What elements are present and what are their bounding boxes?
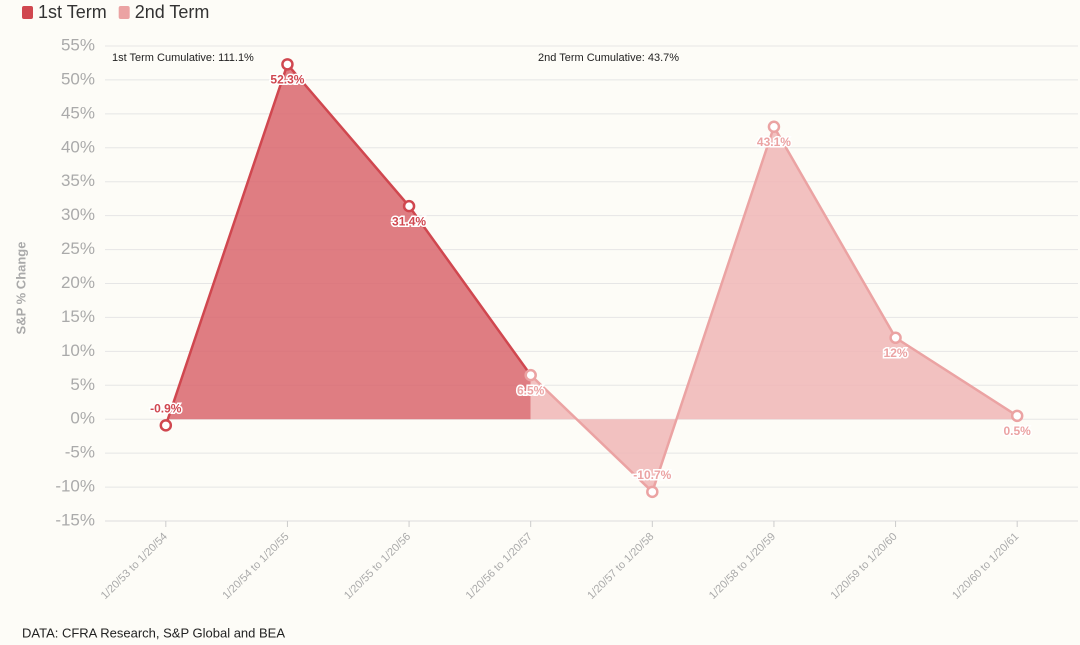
line <box>164 61 532 426</box>
y-tick-label: -5% <box>65 443 95 462</box>
marker <box>159 419 173 432</box>
value-label: -10.7% <box>633 468 671 482</box>
marker <box>646 485 659 499</box>
y-tick-label: 25% <box>61 239 95 258</box>
y-tick-label: 10% <box>61 341 95 360</box>
x-tick-label: 1/20/54 to 1/20/55 <box>220 531 291 602</box>
marker <box>281 58 294 71</box>
value-label: 12% <box>884 346 908 360</box>
legend-swatch <box>118 6 130 19</box>
y-tick-label: -10% <box>55 477 95 496</box>
legend-label: 2nd Term <box>135 2 210 22</box>
value-label: 0.5% <box>1004 424 1032 438</box>
y-tick-label: 15% <box>61 307 95 326</box>
y-tick-label: 30% <box>61 205 95 224</box>
y-tick-label: 55% <box>61 35 95 54</box>
y-tick-label: 0% <box>70 409 95 428</box>
legend-label: 1st Term <box>38 2 107 22</box>
x-tick-label: 1/20/59 to 1/20/60 <box>829 531 900 602</box>
annotation: 2nd Term Cumulative: 43.7% <box>538 52 679 64</box>
y-tick-label: -15% <box>55 510 95 529</box>
legend-swatch <box>22 6 33 19</box>
x-tick-label: 1/20/56 to 1/20/57 <box>464 531 535 602</box>
marker <box>767 120 781 133</box>
x-tick-label: 1/20/60 to 1/20/61 <box>950 531 1021 602</box>
y-tick-label: 5% <box>70 375 95 394</box>
x-tick-label: 1/20/55 to 1/20/56 <box>342 531 413 602</box>
area <box>530 126 1018 492</box>
value-label: 6.5% <box>517 383 545 397</box>
x-tick-label: 1/20/53 to 1/20/54 <box>99 531 170 602</box>
x-tick-label: 1/20/58 to 1/20/59 <box>707 531 778 602</box>
marker <box>402 199 416 213</box>
marker <box>889 331 902 345</box>
y-tick-label: 50% <box>61 69 95 88</box>
area <box>165 64 531 426</box>
value-label: 52.3% <box>270 72 304 86</box>
y-axis-label: S&P % Change <box>13 242 28 335</box>
y-tick-label: 35% <box>61 171 95 190</box>
marker <box>1010 409 1024 423</box>
value-label: 31.4% <box>392 214 426 228</box>
y-tick-label: 40% <box>61 137 95 156</box>
annotation: 1st Term Cumulative: 111.1% <box>112 52 254 64</box>
y-tick-label: 20% <box>61 273 95 292</box>
value-label: 43.1% <box>757 135 791 149</box>
y-tick-label: 45% <box>61 103 95 122</box>
x-tick-label: 1/20/57 to 1/20/58 <box>585 531 656 602</box>
value-label: -0.9% <box>150 401 182 415</box>
marker <box>524 368 537 382</box>
source: DATA: CFRA Research, S&P Global and BEA <box>22 625 285 640</box>
